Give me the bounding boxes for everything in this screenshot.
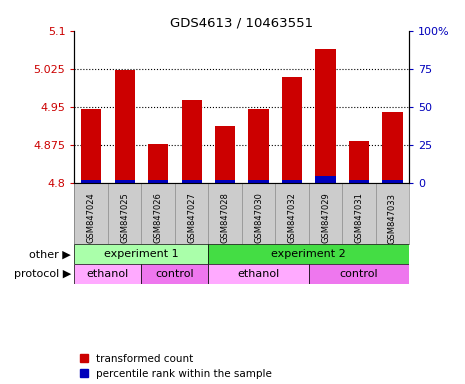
- Text: GSM847032: GSM847032: [287, 192, 297, 243]
- Title: GDS4613 / 10463551: GDS4613 / 10463551: [170, 17, 313, 30]
- Bar: [248, 109, 269, 184]
- Text: GSM847024: GSM847024: [86, 192, 96, 243]
- Bar: [215, 180, 235, 184]
- Bar: [208, 245, 409, 264]
- Bar: [349, 141, 369, 184]
- Bar: [382, 112, 403, 184]
- Bar: [208, 264, 309, 284]
- Bar: [349, 180, 369, 184]
- Bar: [282, 180, 302, 184]
- Bar: [181, 101, 202, 184]
- Bar: [81, 109, 101, 184]
- Text: GSM847028: GSM847028: [220, 192, 230, 243]
- Text: control: control: [339, 269, 379, 279]
- Bar: [141, 264, 208, 284]
- Text: protocol ▶: protocol ▶: [14, 269, 71, 279]
- Text: GSM847030: GSM847030: [254, 192, 263, 243]
- Text: ethanol: ethanol: [87, 269, 129, 279]
- Text: experiment 1: experiment 1: [104, 249, 179, 259]
- Text: control: control: [155, 269, 194, 279]
- Text: GSM847029: GSM847029: [321, 192, 330, 243]
- Bar: [181, 180, 202, 184]
- Bar: [382, 180, 403, 184]
- Bar: [315, 48, 336, 184]
- Bar: [309, 264, 409, 284]
- Bar: [74, 264, 141, 284]
- Text: experiment 2: experiment 2: [272, 249, 346, 259]
- Bar: [114, 180, 135, 184]
- Bar: [282, 76, 302, 184]
- Bar: [315, 176, 336, 184]
- Legend: transformed count, percentile rank within the sample: transformed count, percentile rank withi…: [80, 354, 272, 379]
- Bar: [215, 126, 235, 184]
- Text: ethanol: ethanol: [238, 269, 279, 279]
- Bar: [74, 245, 208, 264]
- Text: GSM847031: GSM847031: [354, 192, 364, 243]
- Bar: [81, 180, 101, 184]
- Bar: [148, 180, 168, 184]
- Text: GSM847026: GSM847026: [153, 192, 163, 243]
- Text: other ▶: other ▶: [29, 249, 71, 259]
- Bar: [148, 144, 168, 184]
- Text: GSM847033: GSM847033: [388, 192, 397, 243]
- Text: GSM847027: GSM847027: [187, 192, 196, 243]
- Text: GSM847025: GSM847025: [120, 192, 129, 243]
- Bar: [248, 180, 269, 184]
- Bar: [114, 70, 135, 184]
